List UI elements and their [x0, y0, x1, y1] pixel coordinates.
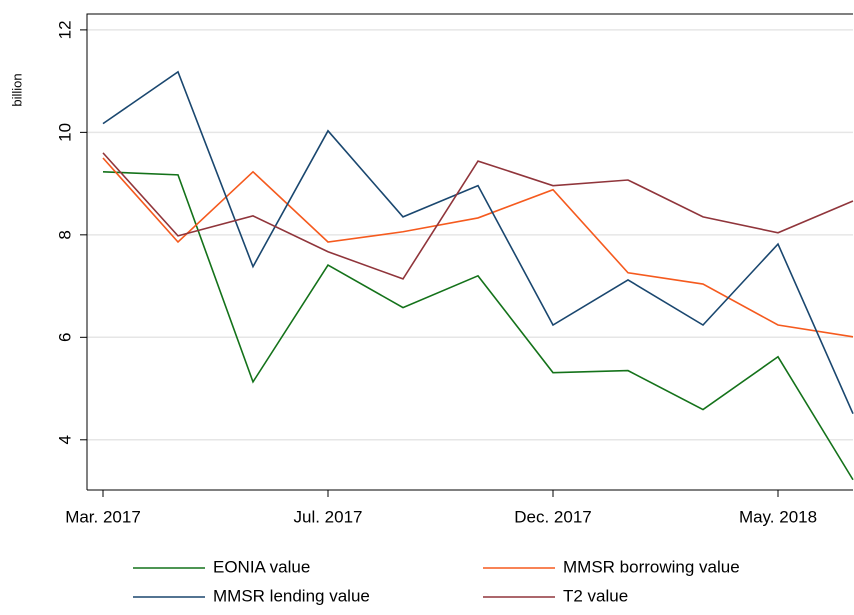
- series-line: [102, 70, 854, 414]
- y-tick-label: 6: [55, 333, 74, 342]
- legend-label: MMSR lending value: [213, 586, 370, 605]
- plot-frame: [86, 13, 853, 490]
- y-tick-label: 4: [55, 435, 74, 444]
- legend-label: MMSR borrowing value: [563, 557, 740, 576]
- x-tick-label: Jul. 2017: [294, 507, 363, 526]
- x-tick-label: Mar. 2017: [65, 507, 141, 526]
- legend-label: T2 value: [563, 586, 628, 605]
- series-line: [102, 171, 854, 481]
- series-line: [102, 152, 854, 280]
- x-tick-label: May. 2018: [739, 507, 817, 526]
- x-tick-label: Dec. 2017: [514, 507, 592, 526]
- y-tick-label: 8: [55, 230, 74, 239]
- y-tick-label: 10: [55, 123, 74, 142]
- legend-label: EONIA value: [213, 557, 310, 576]
- y-tick-label: 12: [55, 20, 74, 39]
- y-axis-label: billion: [9, 73, 24, 106]
